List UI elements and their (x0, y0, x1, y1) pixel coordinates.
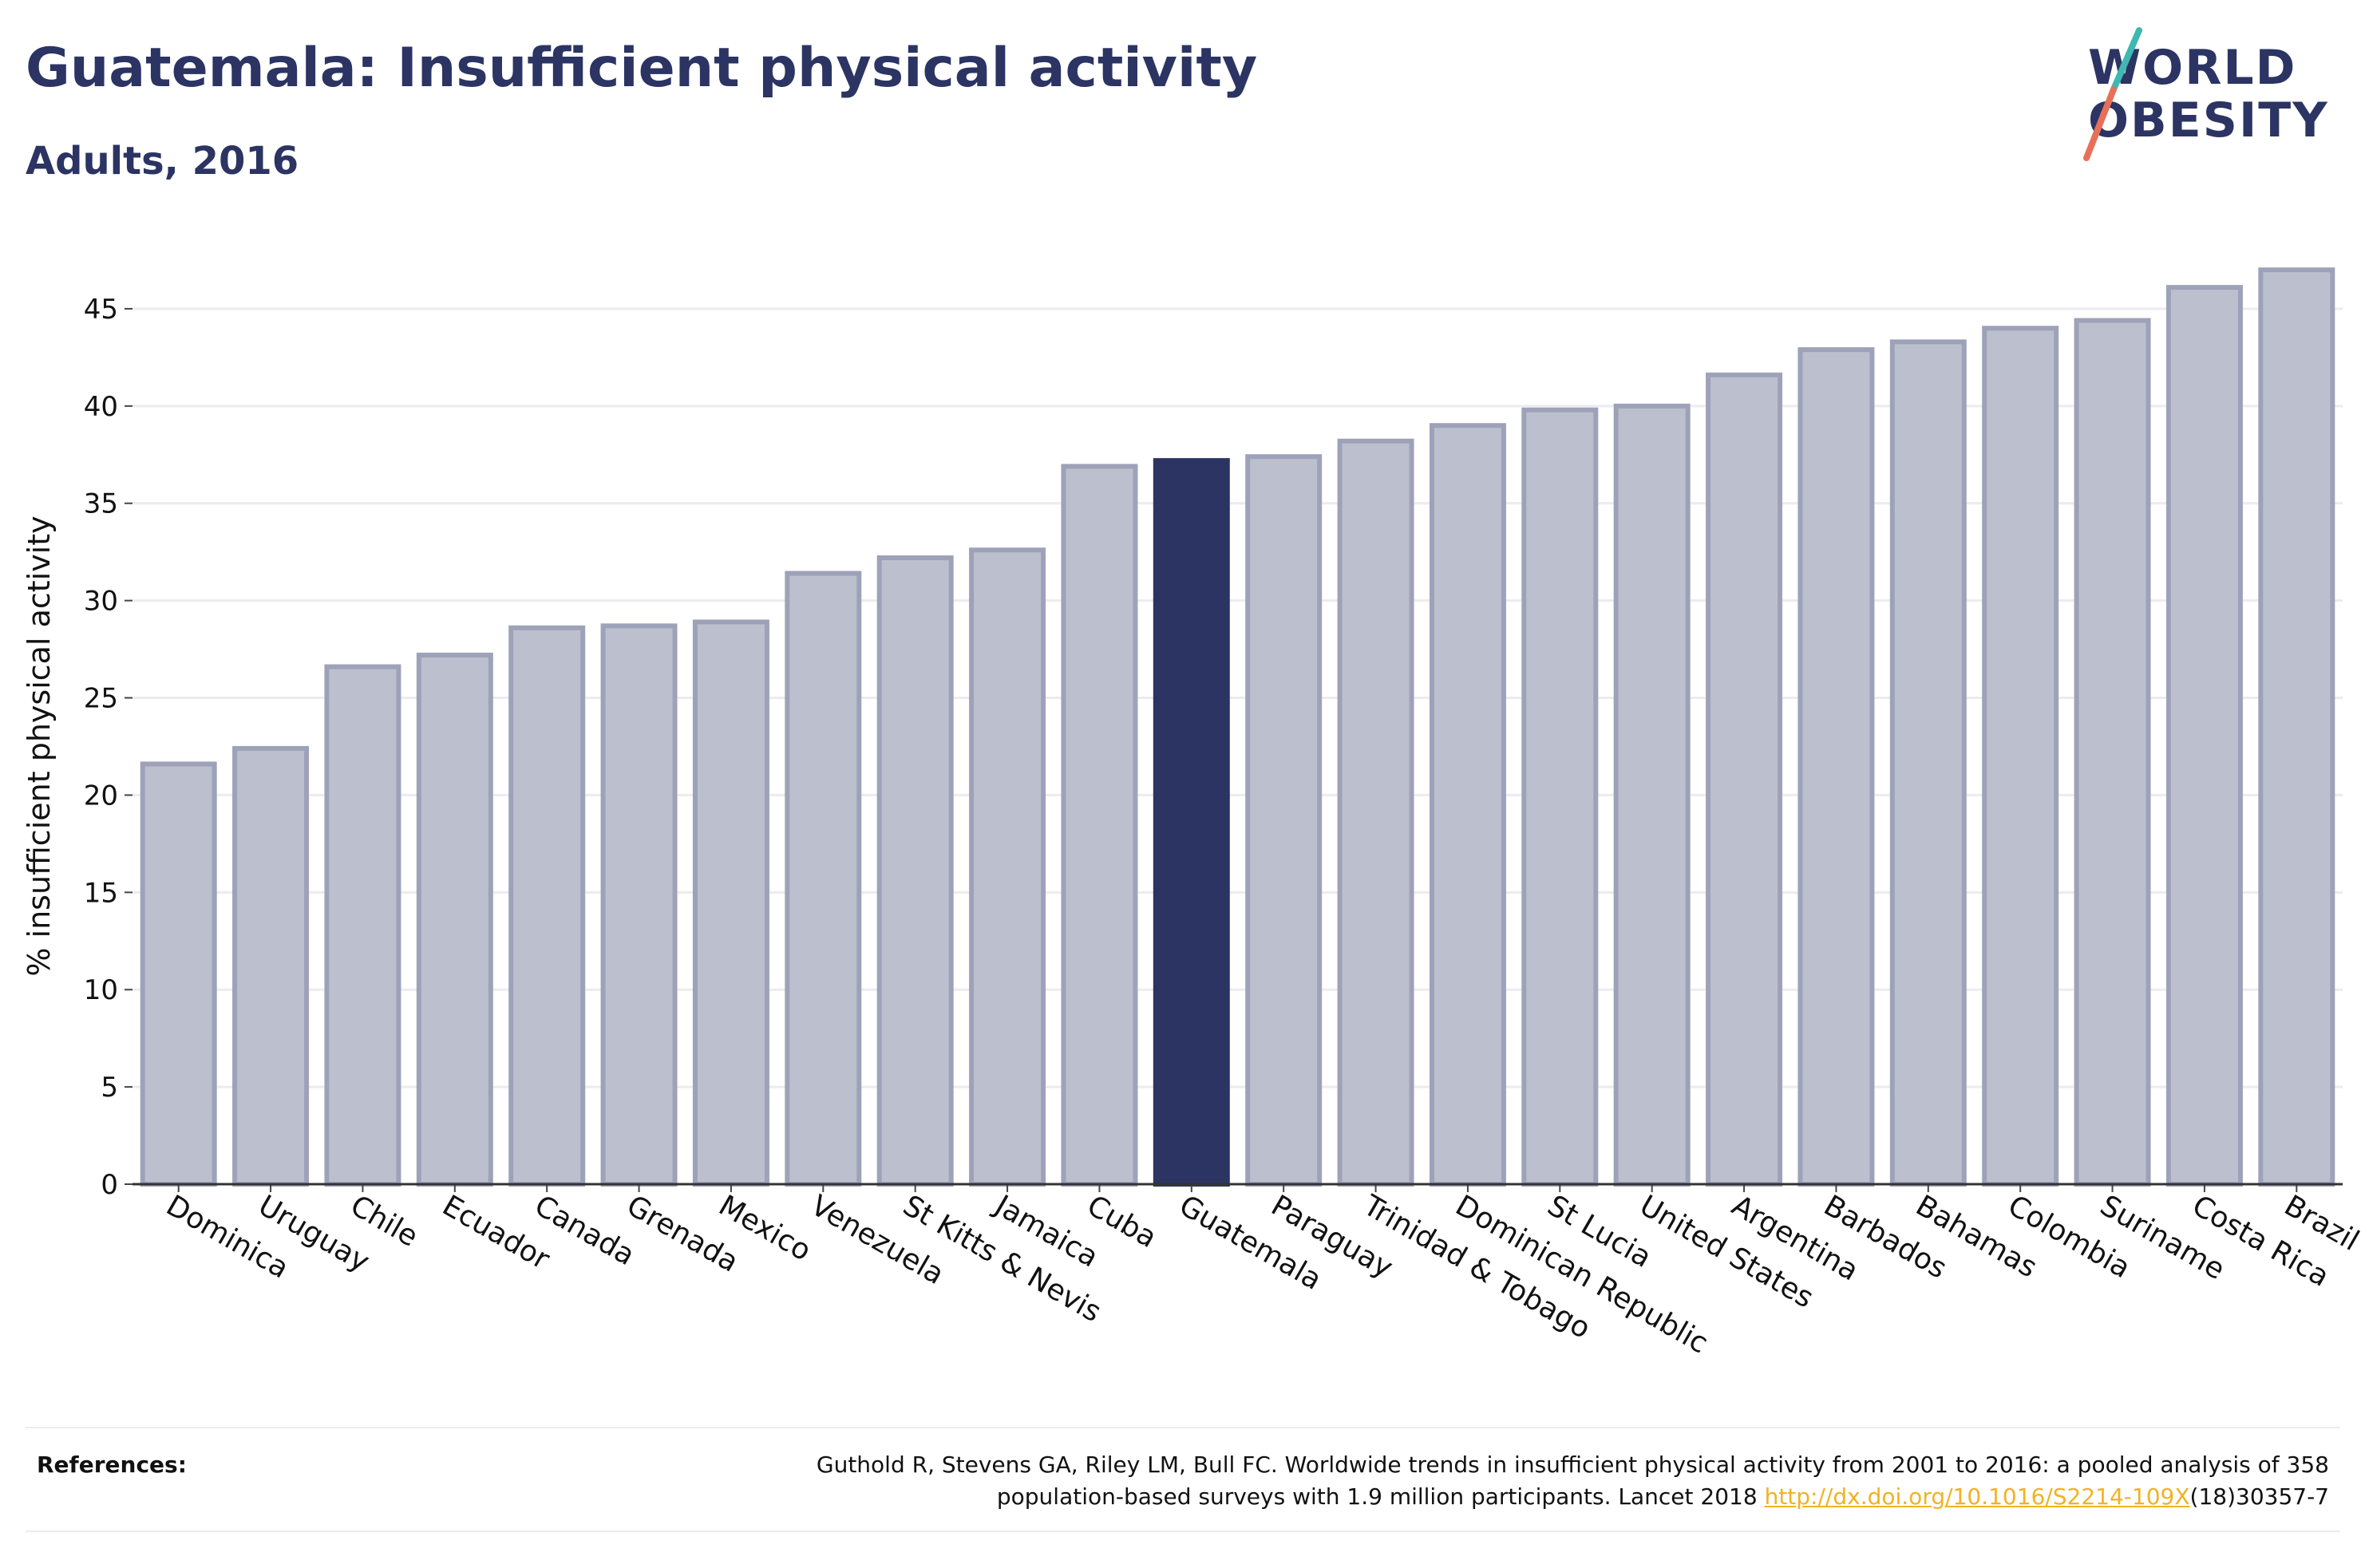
bar-canada (508, 625, 586, 1187)
page-subtitle: Adults, 2016 (26, 139, 299, 184)
bar-trinidad-tobago (1337, 438, 1414, 1187)
bar-bahamas (1889, 339, 1967, 1187)
bar-argentina (1706, 372, 1783, 1187)
bar-jamaica (969, 547, 1046, 1187)
bar-dominica (140, 761, 217, 1187)
bar-barbados (1797, 347, 1875, 1187)
bars (140, 267, 2335, 1187)
bar-uruguay (232, 745, 310, 1187)
y-tick-label: 20 (84, 780, 118, 812)
y-tick-label: 0 (101, 1169, 118, 1201)
reference-line2-prefix: population-based surveys with 1.9 millio… (996, 1483, 1765, 1510)
bar-mexico (692, 619, 769, 1187)
bar-chile (324, 664, 401, 1187)
bar-dominican-republic (1429, 423, 1506, 1187)
y-tick-label: 45 (84, 294, 118, 326)
y-tick-label: 40 (84, 391, 118, 423)
reference-line1: Guthold R, Stevens GA, Riley LM, Bull FC… (816, 1451, 2329, 1478)
bar-guatemala (1153, 458, 1230, 1187)
world-obesity-logo: WORLD OBESITY (2075, 16, 2327, 168)
bar-ecuador (416, 652, 493, 1187)
bar-st-lucia (1521, 407, 1599, 1187)
y-tick-label: 15 (84, 877, 118, 909)
doi-link[interactable]: http://dx.doi.org/10.1016/S2214-109X (1764, 1483, 2190, 1510)
bar-costa-rica (2165, 285, 2243, 1187)
y-axis-label: % insufficient physical activity (22, 515, 57, 976)
y-tick-label: 5 (101, 1072, 118, 1104)
bar-grenada (600, 623, 678, 1187)
grid-lines (132, 307, 2343, 1088)
y-tick-label: 35 (84, 488, 118, 520)
bar-cuba (1061, 464, 1138, 1187)
page-title: Guatemala: Insufficient physical activit… (26, 37, 1258, 100)
bar-brazil (2258, 267, 2335, 1187)
reference-line2-suffix: (18)30357-7 (2189, 1483, 2329, 1510)
y-tick-label: 25 (84, 683, 118, 715)
slash-logo-mark-icon (2083, 27, 2142, 161)
references-text: Guthold R, Stevens GA, Riley LM, Bull FC… (573, 1449, 2329, 1513)
y-tick-label: 30 (84, 586, 118, 618)
references-panel: References: Guthold R, Stevens GA, Riley… (26, 1427, 2340, 1532)
bar-st-kitts-nevis (876, 555, 954, 1187)
bar-suriname (2074, 318, 2151, 1187)
bar-colombia (1982, 326, 2059, 1187)
bar-venezuela (785, 571, 862, 1187)
logo-text-line2: OBESITY (2088, 93, 2329, 148)
bar-paraguay (1245, 454, 1323, 1187)
references-label: References: (37, 1451, 187, 1478)
y-tick-label: 10 (84, 974, 118, 1006)
bar-united-states (1613, 403, 1691, 1187)
